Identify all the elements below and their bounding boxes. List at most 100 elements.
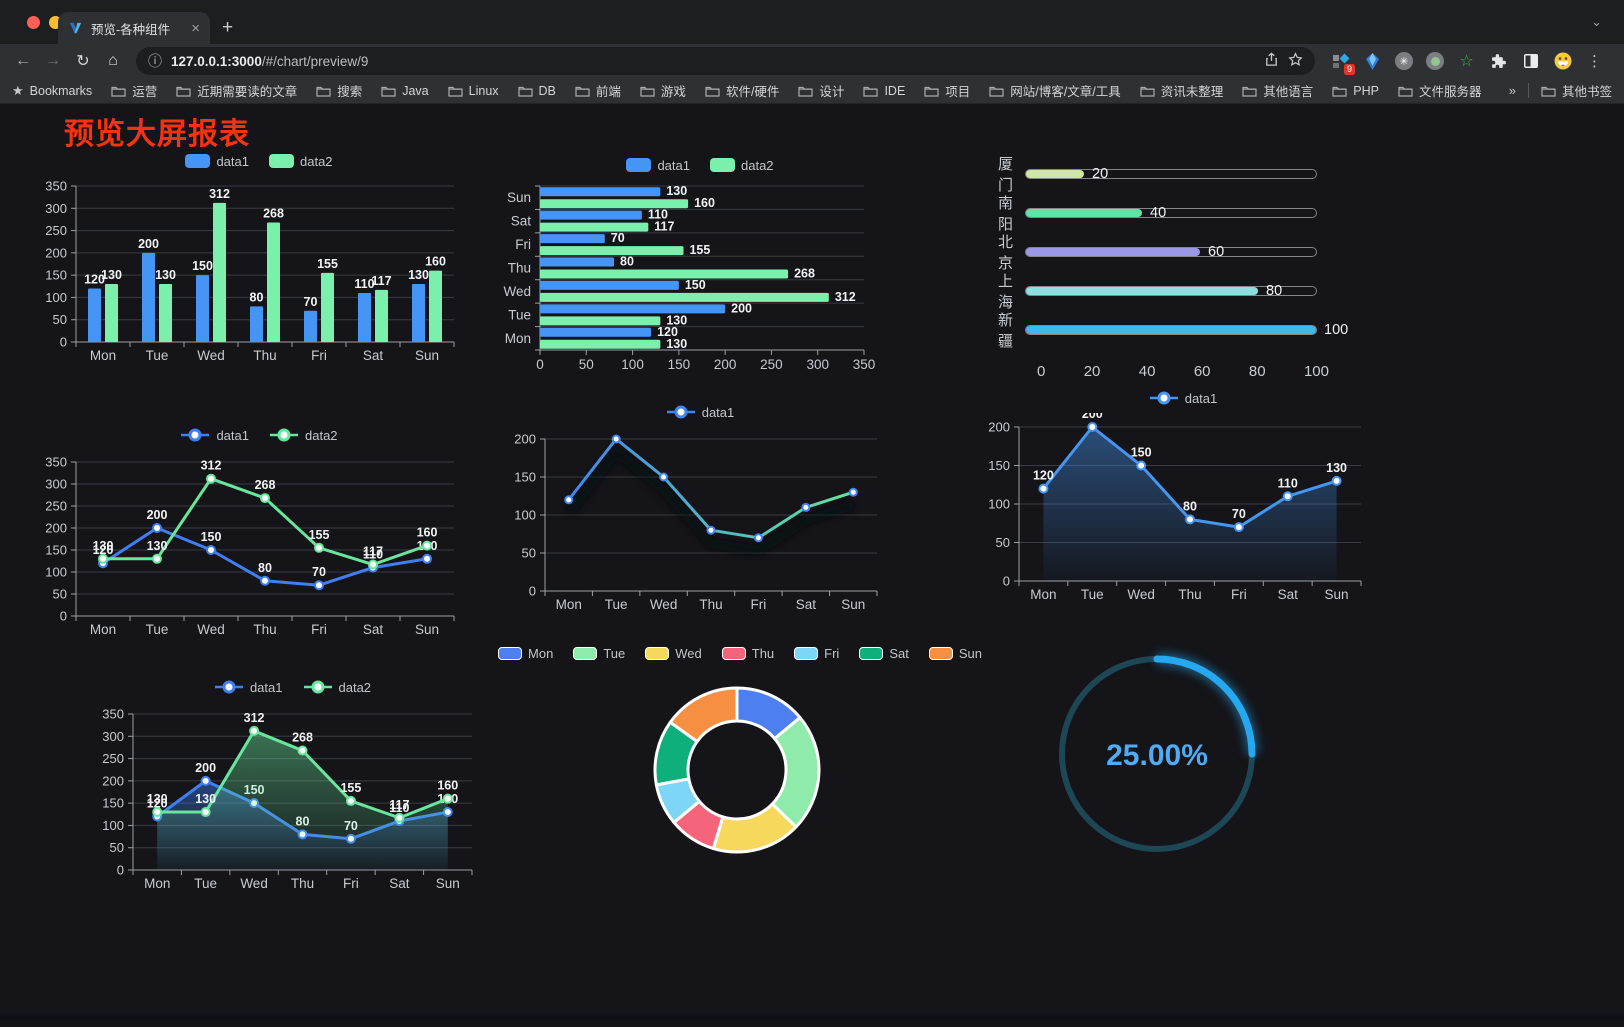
legend-item[interactable]: Thu bbox=[721, 645, 775, 661]
svg-text:150: 150 bbox=[988, 458, 1010, 473]
extension-green-dot-icon[interactable] bbox=[1426, 52, 1444, 70]
reload-button[interactable]: ↻ bbox=[76, 53, 90, 70]
bookmark-item[interactable]: 运营 bbox=[111, 81, 157, 100]
svg-text:0: 0 bbox=[117, 863, 124, 878]
legend-item[interactable]: Fri bbox=[794, 646, 839, 661]
bookmark-item[interactable]: PHP bbox=[1332, 81, 1379, 100]
legend-item[interactable]: data1 bbox=[180, 428, 249, 443]
bookmark-label: Java bbox=[402, 83, 429, 98]
extension-star-icon[interactable]: ☆ bbox=[1459, 53, 1474, 70]
bookmark-item[interactable]: 游戏 bbox=[640, 81, 686, 100]
bar-chart-svg[interactable]: 0 50 100 150 200 250 300 350 Sun Sat Fri Thu Wed Tue M… bbox=[500, 180, 900, 380]
svg-text:160: 160 bbox=[437, 779, 458, 793]
legend-item[interactable]: Sat bbox=[859, 646, 909, 661]
svg-text:Sun: Sun bbox=[841, 597, 865, 612]
extension-snowflake-icon[interactable]: ✳ bbox=[1395, 52, 1413, 70]
legend-label: data1 bbox=[1184, 390, 1218, 406]
forward-button[interactable]: → bbox=[45, 52, 61, 69]
legend-item[interactable]: data2 bbox=[269, 154, 333, 169]
bookmark-label: 设计 bbox=[819, 85, 845, 99]
legend-marker bbox=[270, 428, 298, 442]
bookmarks-bar: ★ Bookmarks 运营 近期需要读的文章 搜索 Java Linux DB 前端 游戏 软… bbox=[0, 78, 1624, 104]
legend-item[interactable]: data1 bbox=[626, 158, 690, 173]
svg-text:Sun: Sun bbox=[436, 876, 460, 891]
svg-text:100: 100 bbox=[102, 818, 124, 833]
extension-kite-icon[interactable] bbox=[1363, 52, 1382, 71]
legend-item[interactable]: data2 bbox=[710, 158, 774, 173]
legend-item[interactable]: Wed bbox=[645, 646, 702, 661]
line-chart-svg[interactable]: 0 50 100 150 200 250 300 350 Mon Tue Wed Thu Fri Sat S… bbox=[40, 450, 478, 650]
bookmark-item[interactable]: 搜索 bbox=[316, 81, 362, 100]
svg-text:268: 268 bbox=[255, 478, 276, 492]
page-title: 预览大屏报表 bbox=[64, 118, 250, 151]
bar-chart-svg[interactable]: 0 50 100 150 200 250 300 350 Mon Tue Wed Thu Fri Sat S… bbox=[40, 176, 478, 372]
bookmark-label: 软件/硬件 bbox=[725, 85, 780, 99]
bookmark-item[interactable]: Linux bbox=[448, 81, 499, 100]
new-tab-button[interactable]: + bbox=[222, 17, 234, 38]
back-button[interactable]: ← bbox=[15, 52, 31, 69]
bookmark-item[interactable]: 前端 bbox=[575, 81, 621, 100]
bookmark-item[interactable]: DB bbox=[517, 81, 556, 100]
bookmark-item[interactable]: 文件服务器 bbox=[1398, 81, 1481, 100]
bookmark-label: 搜索 bbox=[337, 85, 363, 99]
pie-chart-svg[interactable] bbox=[545, 668, 935, 858]
legend-item[interactable]: data1 bbox=[185, 154, 249, 169]
svg-text:150: 150 bbox=[685, 278, 706, 292]
legend-item[interactable]: data1 bbox=[666, 404, 735, 420]
bookmark-item[interactable]: 近期需要读的文章 bbox=[176, 81, 297, 100]
sidebar-toggle-icon[interactable] bbox=[1521, 52, 1540, 71]
gauge-svg[interactable]: 25.00% bbox=[1040, 644, 1280, 869]
extension-blocker-icon[interactable]: 9 bbox=[1331, 52, 1355, 75]
tab-close-icon[interactable]: × bbox=[191, 19, 200, 37]
legend-item[interactable]: data1 bbox=[1149, 390, 1218, 406]
other-bookmarks-folder[interactable]: 其他书签 bbox=[1541, 81, 1612, 100]
legend-label: Thu bbox=[751, 645, 775, 661]
legend-item[interactable]: Tue bbox=[573, 646, 625, 661]
bookmark-item[interactable]: Java bbox=[381, 81, 429, 100]
bookmark-item[interactable]: 其他语言 bbox=[1242, 81, 1313, 100]
bookmark-star-icon[interactable] bbox=[1288, 52, 1303, 70]
bookmark-item[interactable]: 网站/博客/文章/工具 bbox=[989, 81, 1121, 100]
svg-text:130: 130 bbox=[666, 337, 687, 351]
progress-row: 上海 80 bbox=[985, 273, 1405, 311]
legend-item[interactable]: data2 bbox=[269, 428, 338, 443]
close-window-button[interactable] bbox=[27, 16, 40, 29]
svg-text:155: 155 bbox=[689, 243, 710, 257]
share-icon[interactable] bbox=[1264, 52, 1279, 70]
svg-text:70: 70 bbox=[611, 231, 625, 245]
tab-search-chevron-icon[interactable]: ⌄ bbox=[1591, 14, 1602, 29]
bookmark-item[interactable]: IDE bbox=[863, 81, 905, 100]
axis-tick-label: 0 bbox=[1037, 363, 1046, 380]
bookmark-item[interactable]: 项目 bbox=[924, 81, 970, 100]
browser-tab[interactable]: 预览-各种组件 × bbox=[58, 12, 210, 44]
svg-text:50: 50 bbox=[522, 546, 536, 561]
progress-value: 20 bbox=[1092, 165, 1109, 182]
menu-dots-icon[interactable]: ⋮ bbox=[1587, 53, 1602, 70]
svg-text:Mon: Mon bbox=[90, 622, 116, 637]
site-info-icon[interactable]: ⓘ bbox=[148, 53, 162, 69]
bookmark-item[interactable]: 资讯未整理 bbox=[1140, 81, 1223, 100]
svg-text:250: 250 bbox=[45, 499, 67, 514]
extensions-puzzle-icon[interactable] bbox=[1489, 52, 1508, 71]
chart-legend: data1 data2 bbox=[500, 154, 900, 176]
svg-text:80: 80 bbox=[620, 255, 634, 269]
legend-swatch bbox=[498, 646, 523, 660]
legend-item[interactable]: data2 bbox=[303, 680, 371, 695]
line-chart-svg[interactable]: 0 50 100 150 200 Mon Tue Wed Thu Fri Sat Sun bbox=[505, 427, 895, 627]
extension-emoji-icon[interactable] bbox=[1553, 52, 1572, 71]
line-chart-svg[interactable]: 0 50 100 150 200 Mon Tue Wed Thu Fri Sat Sun 120 200 1… bbox=[983, 407, 1383, 613]
address-bar[interactable]: ⓘ 127.0.0.1:3000/#/chart/preview/9 bbox=[136, 47, 1315, 75]
line-chart-svg[interactable]: 0 50 100 150 200 250 300 350 Mon Tue Wed Thu Fri Sat S… bbox=[95, 702, 490, 904]
bookmarks-root[interactable]: ★ Bookmarks bbox=[12, 83, 92, 99]
progress-value: 80 bbox=[1266, 282, 1283, 299]
svg-text:Fri: Fri bbox=[311, 622, 327, 637]
legend-label: data1 bbox=[701, 404, 735, 420]
legend-item[interactable]: Mon bbox=[498, 646, 553, 661]
home-button[interactable]: ⌂ bbox=[108, 52, 118, 69]
svg-text:70: 70 bbox=[312, 565, 326, 579]
bookmarks-overflow-chevron[interactable]: » bbox=[1508, 83, 1516, 98]
bookmark-item[interactable]: 设计 bbox=[798, 81, 844, 100]
bookmark-item[interactable]: 软件/硬件 bbox=[705, 81, 779, 100]
legend-item[interactable]: Sun bbox=[928, 646, 982, 661]
legend-item[interactable]: data1 bbox=[214, 680, 283, 695]
